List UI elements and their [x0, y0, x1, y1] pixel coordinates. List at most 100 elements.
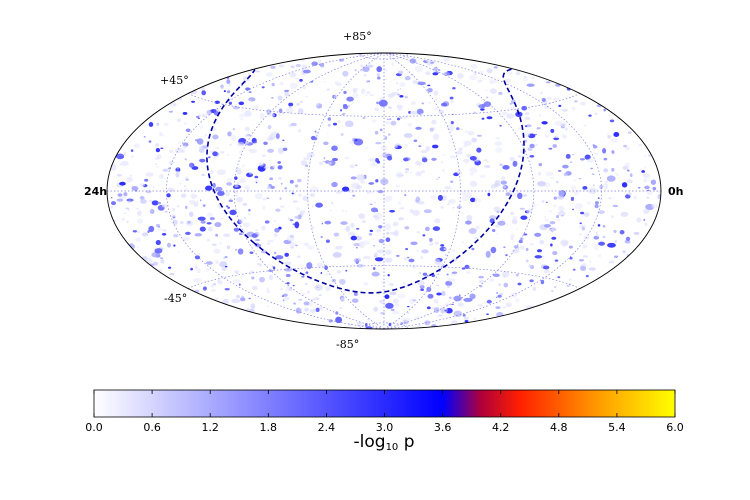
- blob: [641, 170, 645, 173]
- blob: [580, 211, 585, 215]
- blob: [318, 63, 325, 67]
- blob: [463, 140, 472, 146]
- blob: [290, 246, 294, 249]
- blob: [287, 234, 295, 242]
- blob: [384, 257, 393, 263]
- blob: [248, 91, 252, 93]
- blob: [488, 215, 497, 220]
- blob: [574, 100, 578, 103]
- blob: [412, 299, 417, 302]
- blob: [386, 280, 389, 283]
- blob: [219, 241, 223, 245]
- blob: [434, 218, 441, 224]
- blob: [275, 133, 280, 139]
- blob: [544, 215, 546, 219]
- blob: [225, 205, 229, 207]
- blob: [496, 232, 498, 235]
- blob: [431, 119, 437, 125]
- blob: [290, 65, 295, 69]
- blob: [362, 66, 370, 73]
- blob: [284, 89, 290, 93]
- blob: [553, 204, 557, 208]
- blob: [523, 233, 528, 236]
- blob: [444, 186, 452, 190]
- blob: [215, 233, 218, 237]
- blob: [294, 215, 299, 220]
- blob: [155, 240, 161, 246]
- blob: [248, 208, 251, 212]
- blob: [384, 294, 390, 300]
- blob: [447, 284, 450, 289]
- blob: [362, 117, 366, 119]
- blob: [605, 244, 608, 246]
- blob: [460, 191, 466, 196]
- blob: [395, 184, 400, 188]
- blob: [535, 144, 538, 147]
- blob: [371, 271, 380, 277]
- blob: [249, 270, 255, 275]
- blob: [643, 218, 646, 222]
- blob: [509, 103, 513, 105]
- blob: [233, 190, 238, 194]
- graticule-meridian-1: [383, 53, 602, 329]
- blob: [226, 178, 233, 182]
- blob: [542, 265, 550, 270]
- blob: [232, 128, 235, 131]
- blob: [529, 154, 535, 158]
- blob: [427, 101, 432, 104]
- blob: [247, 79, 252, 82]
- blob: [352, 87, 358, 94]
- blob: [188, 162, 195, 168]
- blob: [294, 221, 300, 229]
- blob: [494, 224, 500, 228]
- blob: [299, 78, 303, 82]
- blob: [327, 161, 332, 165]
- blob: [384, 78, 387, 81]
- blob: [449, 128, 454, 133]
- blob: [397, 293, 406, 299]
- blob: [226, 182, 233, 186]
- blob: [374, 212, 383, 219]
- blob: [432, 66, 438, 74]
- blob: [257, 165, 266, 172]
- blob: [543, 269, 550, 274]
- blob: [526, 124, 532, 128]
- blob: [411, 264, 416, 269]
- blob: [297, 128, 302, 133]
- blob: [254, 178, 259, 183]
- blob: [238, 218, 244, 224]
- blob: [532, 287, 537, 291]
- blob: [386, 231, 390, 235]
- blob: [614, 240, 618, 243]
- blob: [473, 317, 476, 320]
- graticule-parallel-0: [359, 322, 409, 329]
- blob: [585, 274, 589, 278]
- blob: [226, 90, 231, 94]
- blob: [162, 228, 167, 232]
- blob: [277, 95, 283, 101]
- blob: [441, 102, 448, 107]
- blob: [425, 226, 430, 232]
- blob: [651, 203, 659, 209]
- blob: [598, 158, 601, 160]
- blob: [290, 122, 297, 127]
- blob: [399, 88, 402, 90]
- blob: [378, 99, 388, 107]
- blob: [195, 254, 199, 256]
- blob: [345, 225, 351, 232]
- blob: [354, 69, 357, 72]
- blob: [517, 192, 523, 200]
- blob: [183, 185, 187, 188]
- blob: [248, 148, 257, 154]
- blob: [435, 178, 439, 181]
- blob: [512, 216, 518, 219]
- blob: [465, 271, 471, 275]
- blob: [528, 264, 532, 268]
- blob: [397, 106, 403, 112]
- blob: [179, 221, 184, 225]
- blob: [569, 256, 573, 260]
- blob: [562, 164, 569, 169]
- blob: [325, 247, 328, 249]
- blob: [253, 141, 257, 144]
- blob: [288, 102, 294, 107]
